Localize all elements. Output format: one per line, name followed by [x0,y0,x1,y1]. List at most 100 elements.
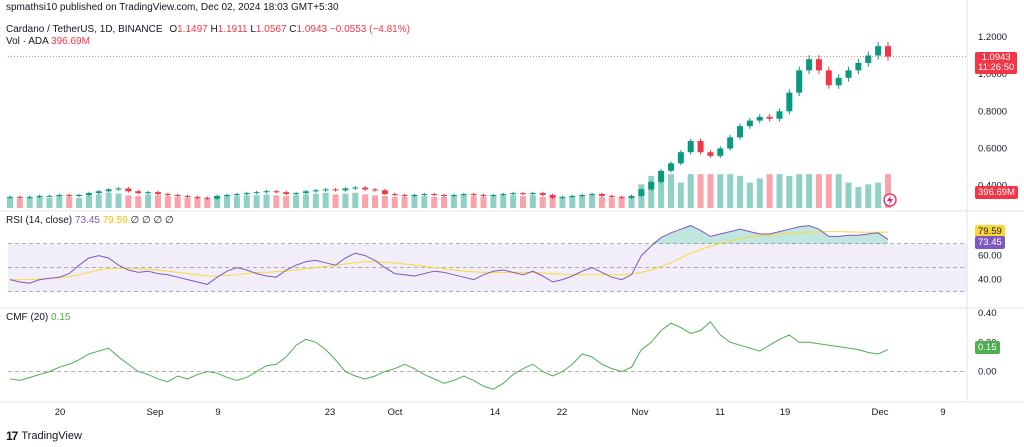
candle-body [322,189,329,191]
rsi-overbought-fill [779,229,790,244]
rsi-legend[interactable]: RSI (14, close) 73.45 79.59 ∅ ∅ ∅ ∅ [6,215,174,226]
volume-bar [598,197,605,208]
time-tick-label: Dec [872,407,889,418]
volume-bar [174,197,181,208]
candle-body [529,193,536,195]
volume-tag: 396.69M [975,186,1018,199]
rsi-overbought-fill [799,225,810,244]
lightning-icon [887,195,893,205]
volume-bar [322,192,329,208]
footer[interactable]: 17 TradingView [6,429,82,443]
cmf-tag: 0.15 [975,341,1000,354]
low-value: 1.0567 [255,24,287,35]
price-tick-label: 1.0000 [978,69,1007,80]
volume-bar [687,174,694,208]
volume-bar [766,174,773,208]
volume-bar [549,197,556,208]
cmf-legend[interactable]: CMF (20) 0.15 [6,312,70,323]
candle-body [76,194,83,196]
candle-body [450,194,457,196]
rsi-overbought-fill [670,229,681,244]
candle-body [283,192,290,195]
candle-body [539,193,546,195]
time-tick-label: Sep [147,407,164,418]
volume-bar [164,196,171,208]
volume-bar [865,184,872,208]
candle-body [776,111,783,119]
volume-bar [648,175,655,208]
volume-bar [154,195,161,208]
candle-body [727,137,734,149]
candle-body [806,59,813,71]
volume-bar [36,197,43,208]
volume-bar [786,175,793,208]
volume-bar [756,178,763,208]
candle-body [56,194,63,196]
candle-body [174,194,181,196]
volume-bar [16,198,23,208]
cmf-label: CMF (20) [6,312,49,323]
volume-bar [312,193,319,208]
candle-body [737,126,744,138]
candle-body [865,55,872,63]
volume-bar [224,196,231,208]
footer-brand: TradingView [21,430,82,442]
time-tick-label: 20 [55,407,66,418]
volume-bar [855,186,862,208]
candle-body [312,190,319,192]
rsi-tag: 73.45 [975,236,1005,249]
volume-bar [825,174,832,208]
symbol-legend[interactable]: Cardano / TetherUS, 1D, BINANCE O1.1497 … [6,24,410,35]
candle-body [697,141,704,153]
volume-bar [243,195,250,208]
candle-body [421,194,428,196]
volume-bar [470,196,477,208]
candle-body [618,196,625,198]
volume-bar [283,196,290,208]
candle-body [648,181,655,190]
volume-legend[interactable]: Vol · ADA 396.69M [6,36,90,47]
volume-bar [441,197,448,208]
tradingview-logo-icon: 17 [6,429,18,443]
volume-bar [273,195,280,208]
candle-body [490,194,497,196]
candle-body [579,194,586,196]
candle-body [352,187,359,189]
volume-bar [66,197,73,208]
candle-body [766,116,773,119]
volume-bar [796,174,803,208]
rsi-value: 73.45 [74,215,100,226]
cmf-line [9,320,889,390]
volume-bar [510,195,517,208]
volume-bar [26,197,33,208]
candle-body [391,194,398,196]
rsi-tick-label: 60.00 [978,251,1002,262]
rsi-tick-label: 40.00 [978,275,1002,286]
candle-body [233,194,240,196]
candle-body [145,192,152,194]
volume-bar [737,175,744,208]
rsi-overbought-fill [700,230,711,244]
change-value: −0.0553 (−4.81%) [329,24,410,35]
rsi-overbought-fill [818,229,829,244]
volume-bar [589,195,596,208]
candle-body [36,195,43,197]
volume-bar [628,196,635,208]
time-tick-label: 23 [325,407,336,418]
candle-body [164,194,171,196]
rsi-ma-tag: 79.59 [975,225,1005,238]
rsi-overbought-fill [878,232,888,244]
high-label: H [210,24,218,35]
candle-body [658,170,665,182]
candle-body [381,190,388,195]
time-tick-label: Oct [388,407,403,418]
close-label: C [289,24,297,35]
candle-body [796,70,803,93]
time-tick-label: 19 [780,407,791,418]
volume-bar [608,197,615,208]
rsi-ma-value: 79.59 [102,215,128,226]
candle-body [786,92,793,112]
candle-body [717,148,724,156]
volume-bar [381,196,388,208]
